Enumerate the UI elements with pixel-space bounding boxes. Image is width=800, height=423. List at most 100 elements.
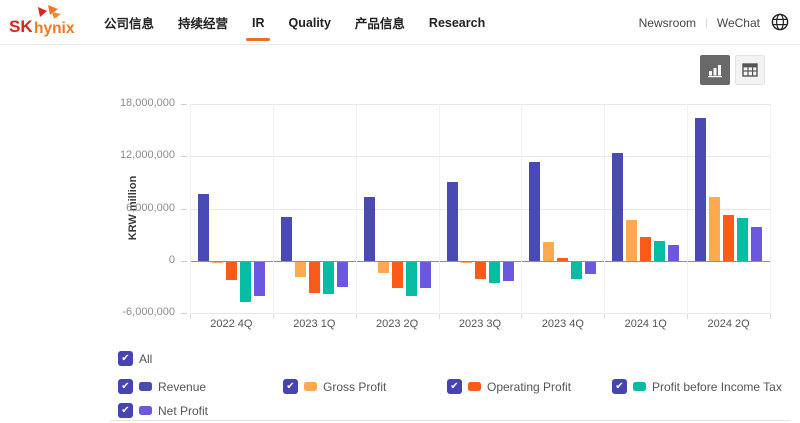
- x-gridline: [604, 104, 606, 314]
- y-axis-tick: [181, 261, 187, 262]
- y-gridline: [190, 103, 770, 105]
- main-nav: 公司信息 持续经营 IR Quality 产品信息 Research: [104, 0, 485, 45]
- y-axis-tick: [181, 313, 187, 315]
- svg-text:hynix: hynix: [34, 20, 75, 37]
- bar-gross-profit: [377, 262, 389, 274]
- x-axis-tick: [438, 313, 440, 319]
- x-gridline: [355, 104, 357, 314]
- legend-item-gross-profit: ✔ Gross Profit: [283, 379, 386, 394]
- utility-divider: |: [705, 16, 708, 29]
- top-navigation-bar: SK hynix 公司信息 持续经营 IR Quality 产品信息 Research N…: [0, 0, 800, 45]
- checkbox-gross-profit[interactable]: ✔: [283, 379, 298, 394]
- x-axis-label: 2022 4Q: [210, 318, 253, 330]
- bar-revenue: [446, 182, 458, 261]
- newsroom-link[interactable]: Newsroom: [638, 15, 696, 30]
- bar-profit-before-income-tax: [488, 262, 500, 283]
- nav-item-公司信息[interactable]: 公司信息: [104, 0, 154, 45]
- series-swatch-net-profit: [139, 406, 152, 415]
- bar-profit-before-income-tax: [405, 262, 417, 297]
- x-gridline: [521, 104, 523, 314]
- x-axis-label: 2023 1Q: [293, 318, 336, 330]
- y-gridline: [190, 208, 770, 210]
- sk-hynix-logo[interactable]: SK hynix: [8, 4, 86, 42]
- x-axis-tick: [604, 313, 606, 319]
- x-gridline: [438, 104, 440, 314]
- bar-revenue: [280, 216, 292, 261]
- bar-gross-profit: [626, 220, 638, 261]
- bar-profit-before-income-tax: [239, 262, 251, 303]
- series-swatch-gross-profit: [304, 382, 317, 391]
- bar-operating-profit: [723, 214, 735, 261]
- x-axis-tick: [770, 313, 771, 319]
- bar-net-profit: [502, 262, 514, 282]
- y-tick-label: 12,000,000: [119, 149, 175, 162]
- bar-net-profit: [419, 262, 431, 289]
- legend-label: All: [139, 351, 153, 366]
- x-axis-tick: [521, 313, 523, 319]
- legend-item-profit-before-income-tax: ✔ Profit before Income Tax: [612, 379, 782, 394]
- x-axis-label: 2023 3Q: [458, 318, 502, 330]
- bar-net-profit: [253, 262, 265, 297]
- x-gridline: [272, 104, 274, 314]
- x-axis-tick: [355, 313, 357, 319]
- series-swatch-profit-before-income-tax: [633, 382, 646, 391]
- chart-view-button[interactable]: [700, 55, 730, 85]
- legend-label: Net Profit: [158, 403, 209, 418]
- x-gridline: [770, 104, 771, 314]
- y-tick-label: -6,000,000: [122, 306, 175, 319]
- zero-line: [190, 261, 770, 262]
- x-axis-label: 2024 2Q: [707, 318, 750, 330]
- bar-gross-profit: [709, 197, 721, 261]
- wechat-link[interactable]: WeChat: [716, 15, 760, 30]
- checkbox-operating-profit[interactable]: ✔: [447, 379, 462, 394]
- legend-item-revenue: ✔ Revenue: [118, 379, 206, 394]
- checkbox-net-profit[interactable]: ✔: [118, 403, 133, 418]
- bar-revenue: [695, 117, 707, 261]
- bar-operating-profit: [640, 236, 652, 261]
- bar-operating-profit: [225, 262, 237, 280]
- bar-gross-profit: [294, 262, 306, 277]
- legend-item-operating-profit: ✔ Operating Profit: [447, 379, 571, 394]
- y-tick-label: 6,000,000: [126, 201, 175, 214]
- legend-label: Operating Profit: [487, 379, 572, 394]
- table-view-button[interactable]: [735, 55, 765, 85]
- checkbox-revenue[interactable]: ✔: [118, 379, 133, 394]
- legend-label: Revenue: [158, 379, 207, 394]
- checkbox-all[interactable]: ✔: [118, 351, 133, 366]
- x-axis-tick: [190, 313, 191, 319]
- nav-item-quality[interactable]: Quality: [289, 0, 331, 45]
- x-gridline: [687, 104, 689, 314]
- series-swatch-operating-profit: [468, 382, 481, 391]
- y-tick-label: 18,000,000: [119, 96, 175, 109]
- bar-net-profit: [668, 245, 680, 261]
- series-swatch-revenue: [139, 382, 152, 391]
- x-axis-label: 2024 1Q: [624, 318, 667, 330]
- nav-item-持续经营[interactable]: 持续经营: [178, 0, 228, 45]
- bar-revenue: [363, 197, 375, 261]
- bar-profit-before-income-tax: [737, 218, 749, 261]
- y-gridline: [190, 156, 770, 158]
- nav-item-label: 产品信息: [354, 17, 405, 31]
- nav-item-label: 持续经营: [178, 17, 229, 31]
- nav-item-ir[interactable]: IR: [246, 0, 271, 45]
- bar-revenue: [197, 193, 209, 261]
- nav-item-research[interactable]: Research: [429, 0, 485, 45]
- globe-icon[interactable]: [770, 12, 790, 32]
- nav-item-label: Research: [428, 15, 486, 30]
- x-axis-tick: [272, 313, 274, 319]
- table-icon: [742, 63, 758, 77]
- nav-item-产品信息[interactable]: 产品信息: [355, 0, 405, 45]
- active-tab-underline: [246, 38, 271, 41]
- svg-text:SK: SK: [9, 17, 33, 36]
- legend-label: Profit before Income Tax: [652, 379, 782, 394]
- bar-gross-profit: [543, 241, 555, 261]
- bar-operating-profit: [391, 262, 403, 289]
- bar-profit-before-income-tax: [654, 240, 666, 261]
- utility-links: Newsroom | WeChat: [639, 0, 760, 45]
- x-axis-tick: [687, 313, 689, 319]
- bar-operating-profit: [474, 262, 486, 279]
- bar-profit-before-income-tax: [571, 262, 583, 279]
- checkbox-profit-before-income-tax[interactable]: ✔: [612, 379, 627, 394]
- bar-revenue: [612, 152, 624, 261]
